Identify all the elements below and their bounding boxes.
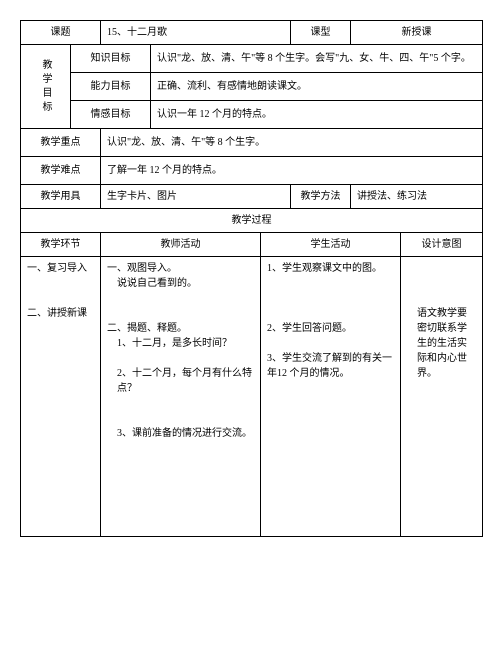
teacher-2b: 2、十二个月，每个月有什么特点？ bbox=[107, 366, 254, 396]
topic-label: 课题 bbox=[21, 21, 101, 45]
type-value: 新授课 bbox=[351, 21, 483, 45]
process-label: 教学过程 bbox=[21, 209, 483, 233]
student-cell: 1、学生观察课文中的图。 2、学生回答问题。 3、学生交流了解到的有关一年12 … bbox=[261, 257, 401, 537]
method-label: 教学方法 bbox=[291, 185, 351, 209]
col-design-label: 设计意图 bbox=[401, 233, 483, 257]
col-student-label: 学生活动 bbox=[261, 233, 401, 257]
teacher-2: 二、揭题、释题。 bbox=[107, 323, 187, 334]
topic-value: 15、十二月歌 bbox=[101, 21, 291, 45]
type-label: 课型 bbox=[291, 21, 351, 45]
step-2: 二、讲授新课 bbox=[27, 308, 87, 319]
col-teacher-label: 教师活动 bbox=[101, 233, 261, 257]
emotion-value: 认识一年 12 个月的特点。 bbox=[151, 101, 483, 129]
knowledge-label: 知识目标 bbox=[71, 45, 151, 73]
tools-label: 教学用具 bbox=[21, 185, 101, 209]
student-3: 3、学生交流了解到的有关一年12 个月的情况。 bbox=[267, 353, 392, 379]
teacher-2c: 3、课前准备的情况进行交流。 bbox=[107, 426, 254, 441]
focus-value: 认识"龙、放、清、午"等 8 个生字。 bbox=[101, 129, 483, 157]
design-text: 语文教学要密切联系学生的生活实际和内心世界。 bbox=[407, 306, 476, 381]
tools-value: 生字卡片、图片 bbox=[101, 185, 291, 209]
difficulty-label: 教学难点 bbox=[21, 157, 101, 185]
difficulty-value: 了解一年 12 个月的特点。 bbox=[101, 157, 483, 185]
student-2: 2、学生回答问题。 bbox=[267, 323, 352, 334]
goals-section-label: 教学目标 bbox=[21, 45, 71, 129]
teacher-2a: 1、十二月，是多长时间？ bbox=[107, 336, 254, 351]
design-cell: 语文教学要密切联系学生的生活实际和内心世界。 bbox=[401, 257, 483, 537]
teacher-1b: 说说自己看到的。 bbox=[107, 276, 254, 291]
step-cell: 一、复习导入 二、讲授新课 bbox=[21, 257, 101, 537]
knowledge-value: 认识"龙、放、清、午"等 8 个生字。会写"九、女、牛、四、午"5 个字。 bbox=[151, 45, 483, 73]
ability-value: 正确、流利、有感情地朗读课文。 bbox=[151, 73, 483, 101]
student-1: 1、学生观察课文中的图。 bbox=[267, 263, 382, 274]
method-value: 讲授法、练习法 bbox=[351, 185, 483, 209]
teacher-cell: 一、观图导入。 说说自己看到的。 二、揭题、释题。 1、十二月，是多长时间？ 2… bbox=[101, 257, 261, 537]
teacher-1: 一、观图导入。 bbox=[107, 263, 177, 274]
ability-label: 能力目标 bbox=[71, 73, 151, 101]
emotion-label: 情感目标 bbox=[71, 101, 151, 129]
step-1: 一、复习导入 bbox=[27, 263, 87, 274]
col-step-label: 教学环节 bbox=[21, 233, 101, 257]
focus-label: 教学重点 bbox=[21, 129, 101, 157]
